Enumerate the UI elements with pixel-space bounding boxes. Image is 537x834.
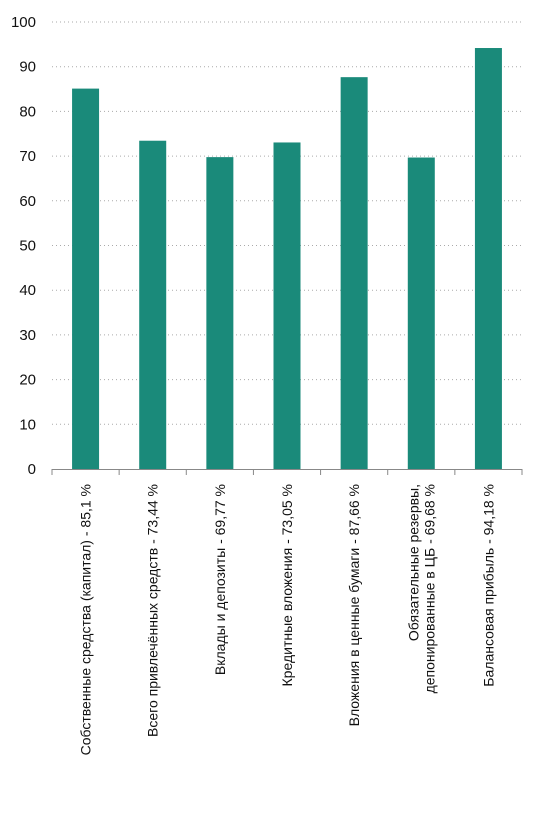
y-tick-label: 90 [19,59,36,76]
category-label: Всего привлечённых средств - 73,44 % [145,484,161,737]
bar [72,88,100,469]
axes [51,469,523,475]
bar [139,140,167,469]
category-label-line: Вложения в ценные бумаги - 87,66 % [346,484,362,726]
bar [206,157,234,469]
category-label: Кредитные вложения - 73,05 % [279,484,295,686]
category-label: Обязательные резервы,депонированные в ЦБ… [405,484,437,693]
y-tick-labels: 0 10 20 30 40 50 60 70 80 90 100 [11,14,36,478]
category-label-line: Обязательные резервы, [405,484,421,641]
bars [72,48,502,470]
y-tick-label: 40 [19,282,36,299]
category-label-line: Собственные средства (капитал) - 85,1 % [78,484,94,755]
bar [340,77,368,470]
category-labels: Собственные средства (капитал) - 85,1 % В… [78,484,497,755]
y-tick-label: 100 [11,14,36,31]
category-label-line: Вклады и депозиты - 69,77 % [212,484,228,675]
bar [474,48,502,469]
y-tick-label: 70 [19,148,36,165]
y-tick-label: 0 [28,461,36,478]
category-label-line: Всего привлечённых средств - 73,44 % [145,484,161,737]
y-tick-label: 80 [19,103,36,120]
bar [273,142,301,470]
category-label-line: Кредитные вложения - 73,05 % [279,484,295,686]
category-label: Балансовая прибыль - 94,18 % [480,484,496,687]
y-tick-label: 30 [19,327,36,344]
category-label: Собственные средства (капитал) - 85,1 % [78,484,94,755]
category-label: Вложения в ценные бумаги - 87,66 % [346,484,362,726]
category-label-line: Балансовая прибыль - 94,18 % [480,484,496,687]
y-tick-label: 10 [19,416,36,433]
bar [407,157,435,469]
y-tick-label: 50 [19,238,36,255]
y-tick-label: 60 [19,193,36,210]
y-tick-label: 20 [19,372,36,389]
category-label-line: депонированные в ЦБ - 69,68 % [421,484,437,693]
category-label: Вклады и депозиты - 69,77 % [212,484,228,675]
